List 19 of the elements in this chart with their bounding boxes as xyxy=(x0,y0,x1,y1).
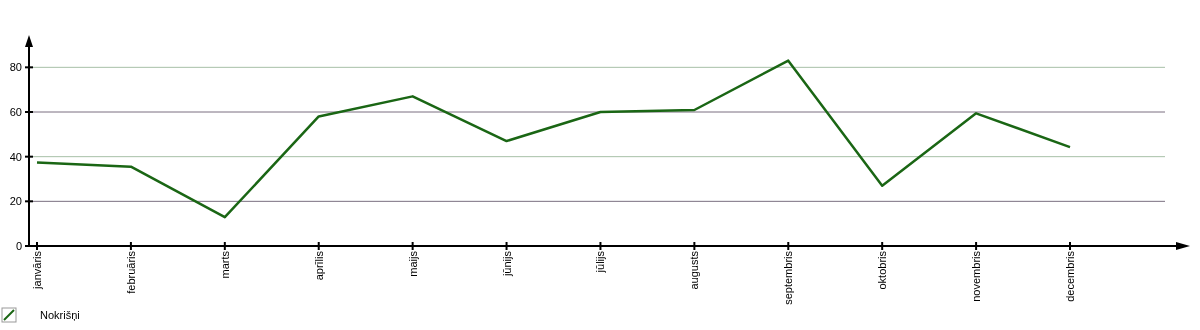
y-tick-label: 80 xyxy=(9,61,22,74)
y-tick-label: 40 xyxy=(9,150,22,163)
x-tick-label: aprīlis xyxy=(312,250,325,281)
x-tick-label: februāris xyxy=(124,250,137,294)
x-tick-label: maijs xyxy=(406,250,419,277)
x-tick-label: marts xyxy=(218,250,231,279)
line-series xyxy=(35,59,1072,219)
x-tick-label: novembris xyxy=(970,250,983,302)
x-tick-label: janvāris xyxy=(31,250,43,290)
y-tick-label: 60 xyxy=(9,105,22,118)
legend-label: Nokrišņi xyxy=(40,309,80,321)
y-tick-label: 0 xyxy=(15,239,22,252)
x-tick-label: decembris xyxy=(1064,250,1076,302)
x-tick-label: oktobris xyxy=(876,250,889,290)
x-tick-label: jūlijs xyxy=(594,250,607,274)
x-tick-label: septembris xyxy=(782,250,795,305)
x-tick-label: jūnijs xyxy=(500,250,513,278)
x-tick-label: augusts xyxy=(688,250,701,290)
y-tick-label: 20 xyxy=(9,195,22,208)
